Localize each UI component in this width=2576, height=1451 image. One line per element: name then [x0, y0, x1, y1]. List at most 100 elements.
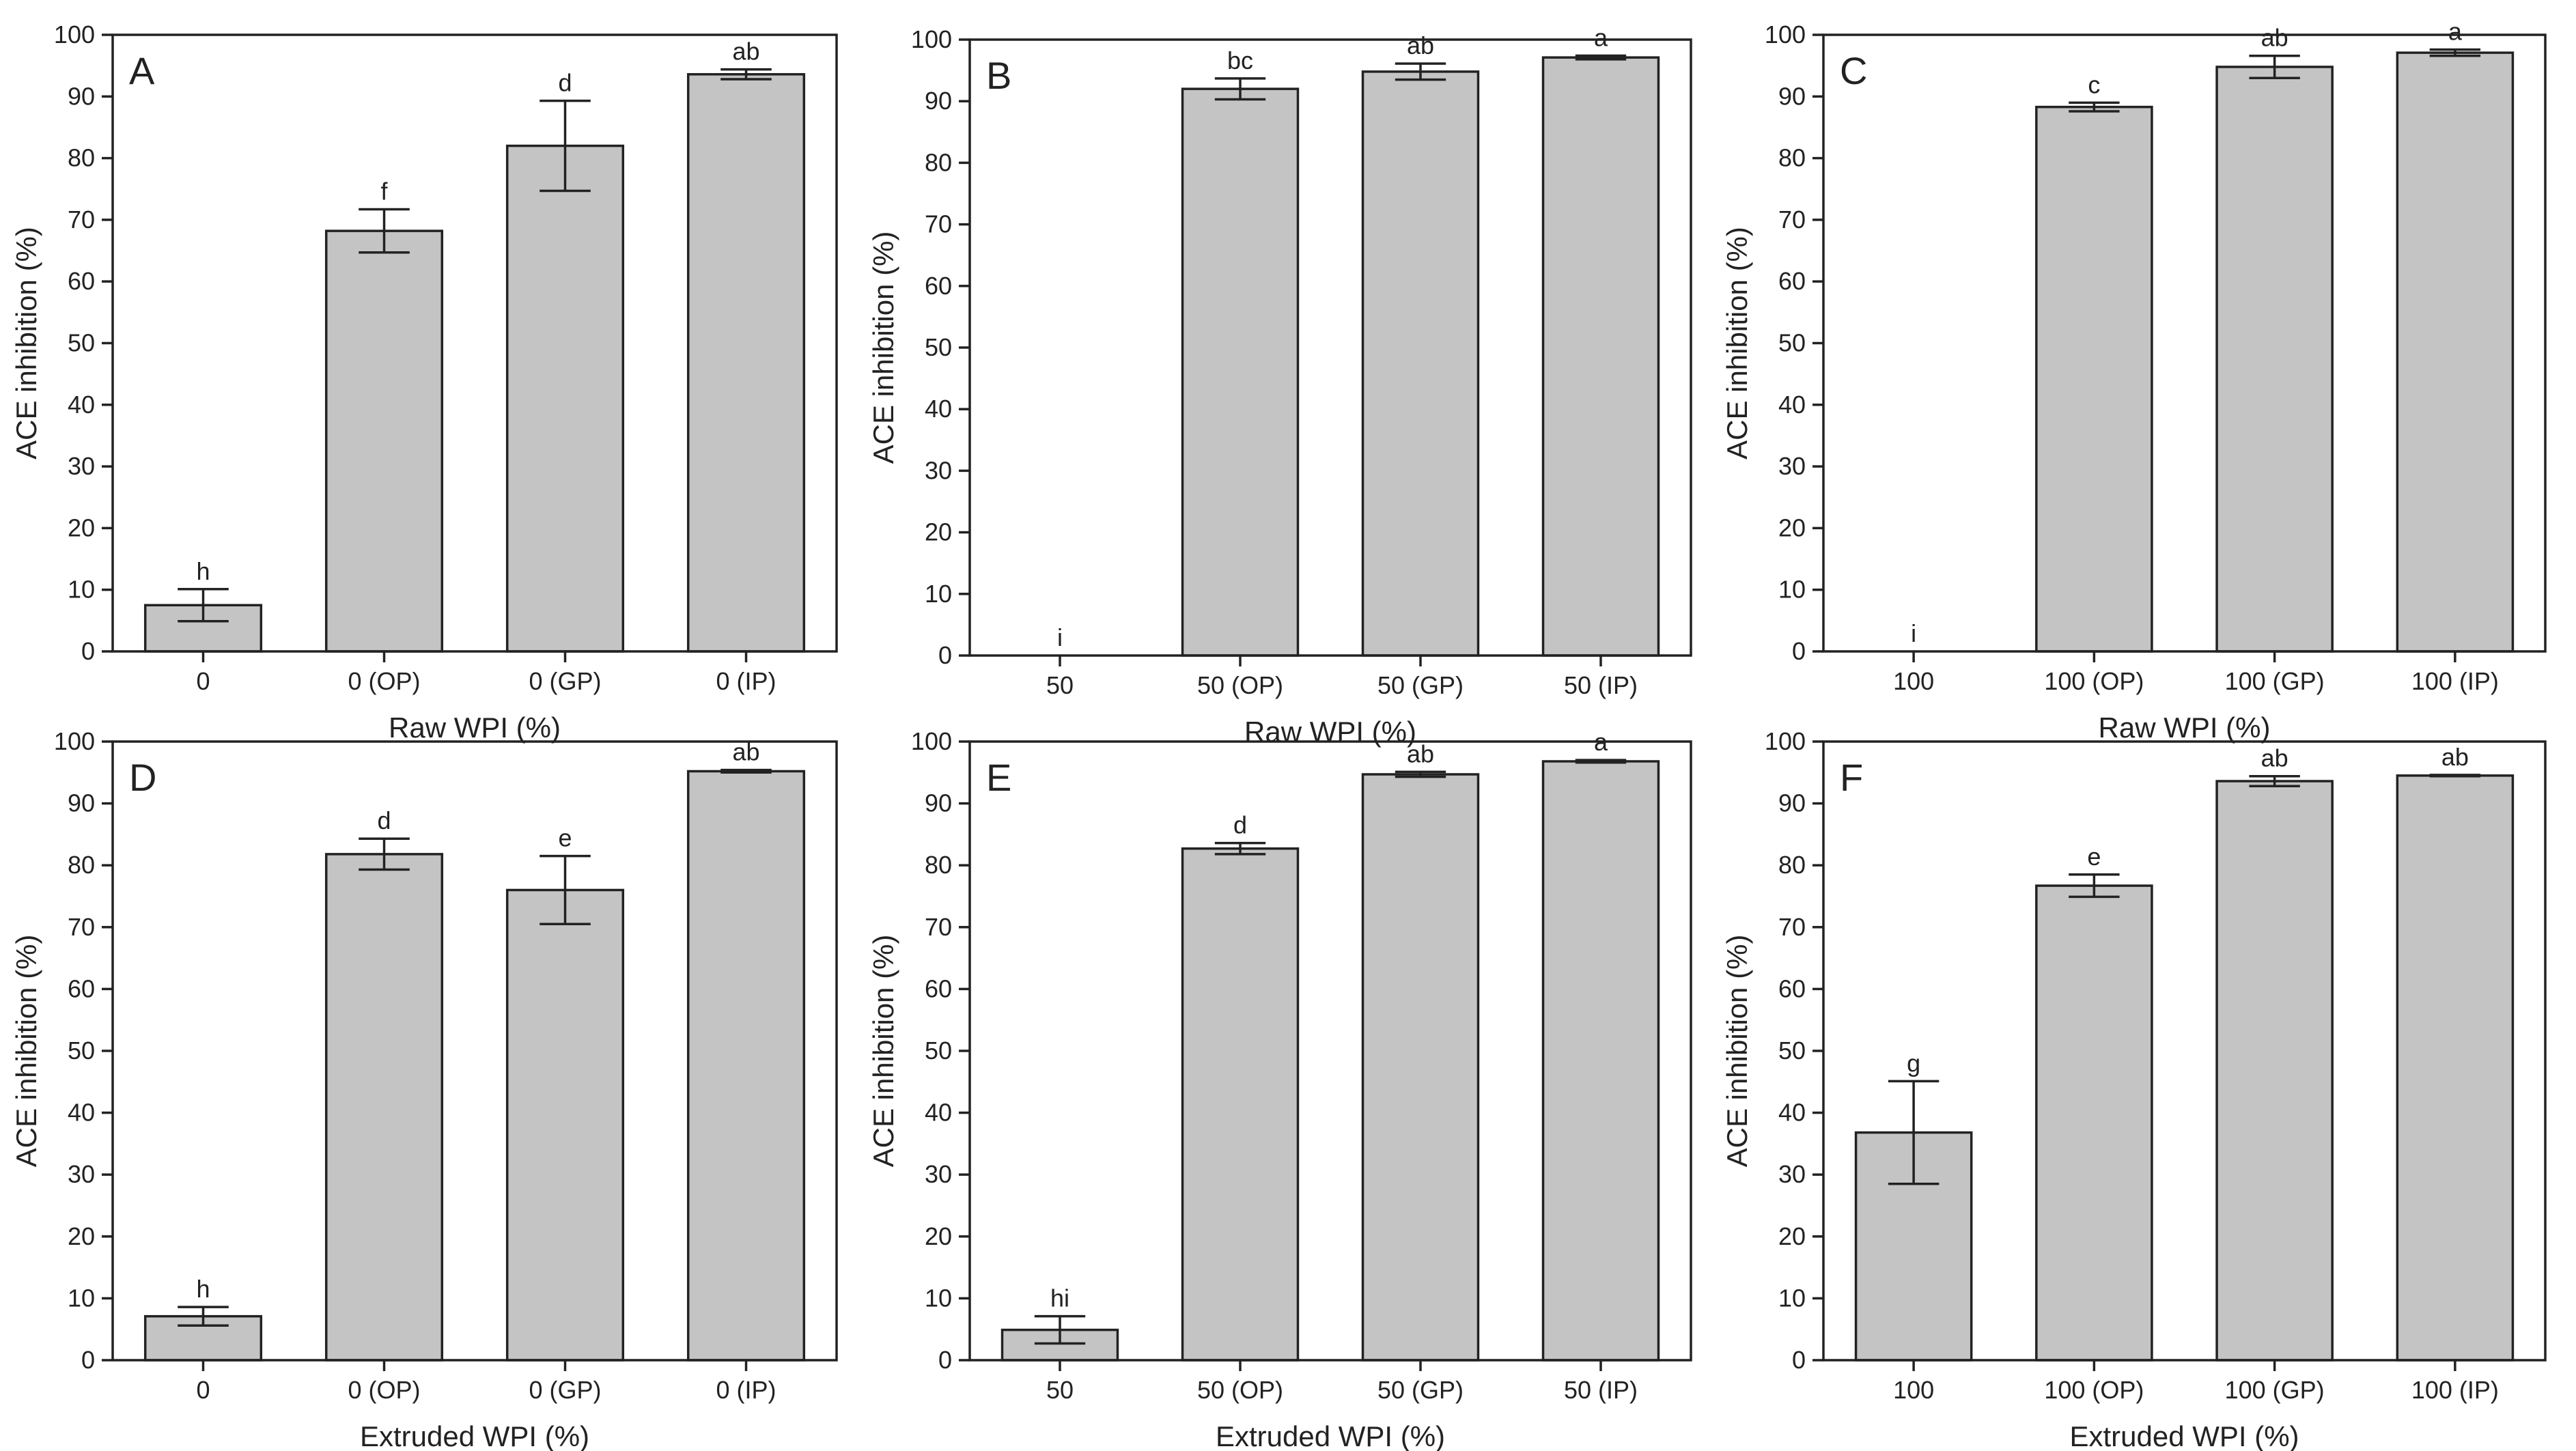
y-tick-label-30: 30 [925, 456, 952, 484]
x-tick-label-4: 100 (IP) [2411, 667, 2499, 695]
significance-label-1: h [196, 557, 210, 585]
significance-label-3: e [558, 824, 572, 852]
y-tick-label-20: 20 [925, 518, 952, 546]
y-tick-label-70: 70 [925, 913, 952, 941]
significance-label-2: c [2088, 70, 2100, 98]
y-tick-label-0: 0 [81, 637, 95, 665]
panel-letter: D [129, 756, 156, 799]
x-tick-label-4: 0 (IP) [716, 1376, 776, 1404]
bar-4 [1541, 56, 1660, 657]
bar-3 [505, 888, 625, 1362]
y-tick-label-60: 60 [68, 974, 95, 1002]
y-tick-label-0: 0 [938, 1346, 952, 1374]
x-axis-title: Extruded WPI (%) [1216, 1420, 1445, 1451]
error-bar-3 [2249, 774, 2300, 787]
y-tick-label-20: 20 [1778, 1222, 1806, 1250]
panel-letter: A [129, 49, 155, 92]
error-bar-1 [178, 588, 229, 623]
x-tick-label-3: 0 (GP) [529, 1376, 601, 1404]
y-tick-label-40: 40 [925, 1099, 952, 1127]
x-tick-label-2: 100 (OP) [2044, 1376, 2144, 1404]
error-bar-3 [540, 854, 591, 926]
x-tick-label-3: 0 (GP) [529, 667, 601, 695]
y-tick-label-70: 70 [925, 210, 952, 238]
significance-label-4: ab [2441, 743, 2469, 771]
x-tick-label-3: 100 (GP) [2225, 667, 2325, 695]
y-tick-label-30: 30 [1778, 452, 1806, 480]
y-tick-label-70: 70 [1778, 913, 1806, 941]
x-axis-title: Raw WPI (%) [1244, 716, 1416, 748]
y-tick-label-60: 60 [68, 267, 95, 295]
error-bar-2 [2069, 873, 2120, 899]
x-axis-title: Raw WPI (%) [2099, 712, 2271, 744]
panel-letter: C [1840, 49, 1867, 92]
bar-2 [1181, 847, 1300, 1362]
y-tick-label-50: 50 [925, 1037, 952, 1065]
x-tick-label-2: 0 (OP) [348, 667, 420, 695]
y-tick-label-50: 50 [1778, 329, 1806, 357]
x-tick-label-1: 0 [196, 667, 210, 695]
error-bar-1 [1034, 1314, 1086, 1345]
x-tick-label-1: 100 [1893, 667, 1934, 695]
y-tick-label-40: 40 [1778, 391, 1806, 419]
significance-label-2: d [377, 806, 391, 834]
y-tick-label-10: 10 [68, 576, 95, 604]
y-tick-label-20: 20 [68, 1222, 95, 1250]
bar-3 [2215, 66, 2334, 653]
y-tick-label-60: 60 [1778, 974, 1806, 1002]
y-tick-label-80: 80 [1778, 851, 1806, 879]
error-bar-2 [2069, 101, 2120, 113]
error-bar-2 [359, 837, 410, 871]
x-tick-label-2: 0 (OP) [348, 1376, 420, 1404]
x-tick-label-2: 50 (OP) [1197, 1376, 1283, 1404]
error-bar-4 [720, 768, 772, 774]
significance-label-2: bc [1227, 46, 1253, 74]
y-tick-label-60: 60 [1778, 267, 1806, 295]
significance-label-2: e [2087, 843, 2101, 871]
plot-frame [1822, 33, 2547, 653]
bar-2 [324, 229, 444, 653]
y-tick-label-80: 80 [925, 851, 952, 879]
y-tick-label-0: 0 [1792, 637, 1806, 665]
x-tick-label-4: 50 (IP) [1564, 671, 1638, 699]
bar-3 [505, 144, 625, 653]
plot-frame [968, 38, 1692, 657]
error-bar-1 [1888, 1080, 1940, 1185]
x-tick-label-1: 0 [196, 1376, 210, 1404]
plot-frame [968, 740, 1692, 1362]
y-tick-label-70: 70 [68, 206, 95, 234]
y-axis-title: ACE inhibition (%) [867, 231, 899, 464]
chart-panel-b: i 50 bc 50 (OP) ab 50 (GP) a 50 (IP) 0 10 20 30 40 50… [867, 23, 1692, 748]
y-tick-label-0: 0 [938, 641, 952, 669]
y-tick-label-20: 20 [1778, 513, 1806, 541]
bar-3 [2215, 780, 2334, 1362]
y-tick-label-50: 50 [925, 333, 952, 361]
error-bar-3 [540, 99, 591, 193]
plot-frame [111, 33, 838, 653]
significance-label-1: g [1907, 1049, 1920, 1077]
y-tick-label-90: 90 [68, 789, 95, 817]
error-bar-2 [1214, 841, 1266, 856]
y-tick-label-90: 90 [68, 82, 95, 110]
bar-4 [686, 73, 806, 653]
significance-label-4: ab [732, 38, 759, 66]
x-tick-label-3: 50 (GP) [1377, 1376, 1464, 1404]
y-axis-title: ACE inhibition (%) [10, 935, 42, 1168]
y-tick-label-10: 10 [1778, 576, 1806, 604]
plot-frame [1822, 740, 2547, 1362]
x-axis-title: Extruded WPI (%) [360, 1420, 589, 1451]
y-tick-label-100: 100 [911, 727, 952, 755]
significance-label-1: i [1057, 623, 1063, 651]
significance-label-3: ab [1407, 31, 1434, 59]
y-tick-label-10: 10 [925, 1284, 952, 1312]
x-tick-label-1: 50 [1046, 671, 1074, 699]
y-tick-label-100: 100 [911, 25, 952, 53]
y-tick-label-0: 0 [81, 1346, 95, 1374]
bar-3 [1361, 70, 1480, 657]
y-tick-label-100: 100 [1765, 20, 1806, 48]
y-tick-label-20: 20 [68, 513, 95, 541]
significance-label-2: f [380, 178, 388, 206]
error-bar-4 [2429, 48, 2481, 57]
error-bar-2 [1214, 77, 1266, 101]
